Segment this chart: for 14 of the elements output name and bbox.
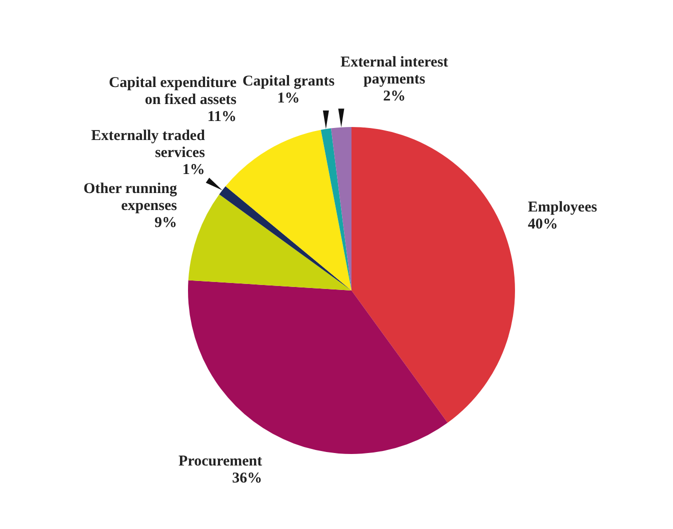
slice-label: Other running expenses [83, 180, 178, 214]
slice-label: Employees [528, 200, 598, 216]
data-label: 9% [154, 214, 177, 231]
slice-label: Capital expenditure on fixed assets [108, 74, 237, 108]
slice-label: Externally traded services [91, 128, 206, 161]
data-label: 11% [207, 108, 237, 125]
data-label: 1% [277, 90, 300, 107]
data-label: 40% [528, 216, 558, 233]
slice-label: External interest payments [340, 54, 448, 88]
data-label: 1% [182, 162, 205, 178]
slice-label: Procurement [178, 453, 262, 470]
data-label: 2% [383, 88, 406, 105]
data-label: 36% [232, 470, 262, 486]
slice-label: Capital grants [242, 74, 335, 90]
